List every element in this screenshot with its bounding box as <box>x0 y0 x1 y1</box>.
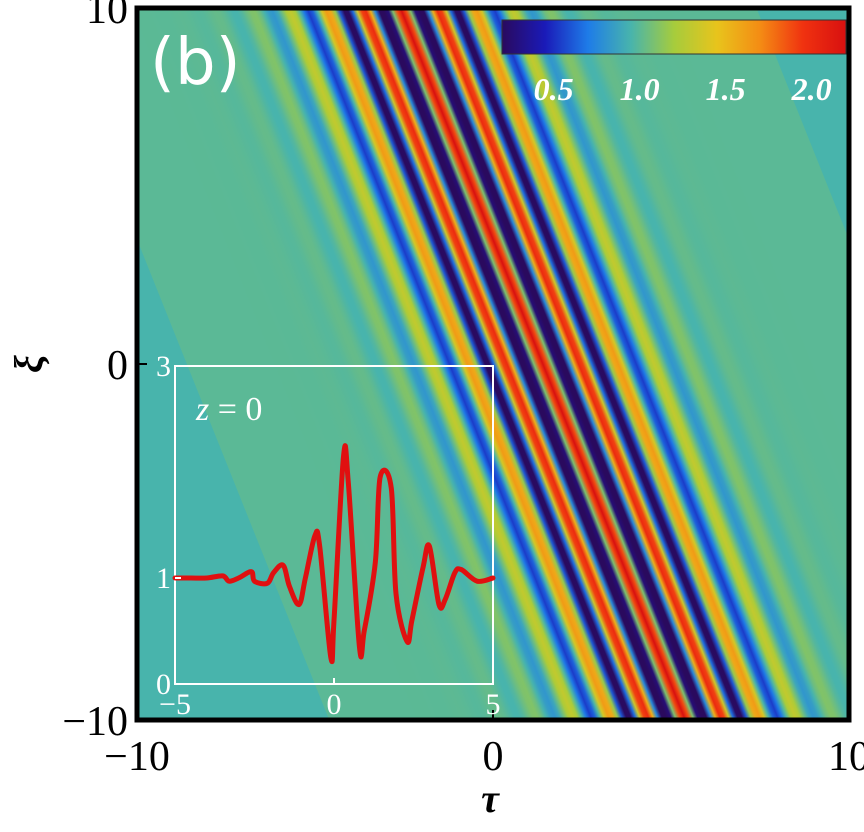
colorbar-ticks: 0.5 1.0 1.5 2.0 <box>534 71 832 107</box>
colorbar-bar <box>501 19 847 55</box>
colorbar-tick-label: 1.5 <box>706 71 746 107</box>
inset-y-tick-label: 3 <box>156 350 171 383</box>
inset-y-tick-label: 0 <box>156 668 171 701</box>
y-axis-ticks: −10 0 10 <box>62 0 147 745</box>
inset-plot: z = 0 −5 0 5 013 <box>156 350 501 721</box>
inset-y-tick-label: 1 <box>156 562 171 595</box>
inset-x-tick-label: 5 <box>486 688 501 721</box>
x-tick-label: 10 <box>828 734 864 780</box>
x-axis-ticks: −10 0 10 <box>104 710 864 780</box>
y-tick-label: −10 <box>62 699 128 745</box>
colorbar-tick-label: 0.5 <box>534 71 574 107</box>
inset-series-line <box>172 443 496 665</box>
inset-title: z = 0 <box>195 391 262 428</box>
colorbar-tick-label: 2.0 <box>791 71 832 107</box>
inset-y-ticks: 0 1 3 <box>156 350 181 701</box>
inset-x-tick-label: 0 <box>327 688 342 721</box>
inset-x-ticks: −5 0 5 <box>159 678 501 721</box>
x-axis-label: τ <box>481 776 500 821</box>
y-tick-label: 10 <box>86 0 128 33</box>
x-tick-label: −10 <box>104 734 170 780</box>
wavepacket-band <box>137 8 849 720</box>
y-tick-label: 0 <box>107 343 128 389</box>
colorbar-tick-label: 1.0 <box>620 71 660 107</box>
colorbar: 0.5 1.0 1.5 2.0 <box>501 19 847 107</box>
inset-title-var: z <box>195 391 209 428</box>
x-tick-label: 0 <box>483 734 504 780</box>
panel-label: (b) <box>150 26 241 100</box>
inset-x-tick-label: −5 <box>159 688 191 721</box>
y-axis-label: ξ <box>6 355 51 373</box>
heatmap-plot <box>134 5 852 723</box>
inset-title-rest: = 0 <box>209 391 262 428</box>
